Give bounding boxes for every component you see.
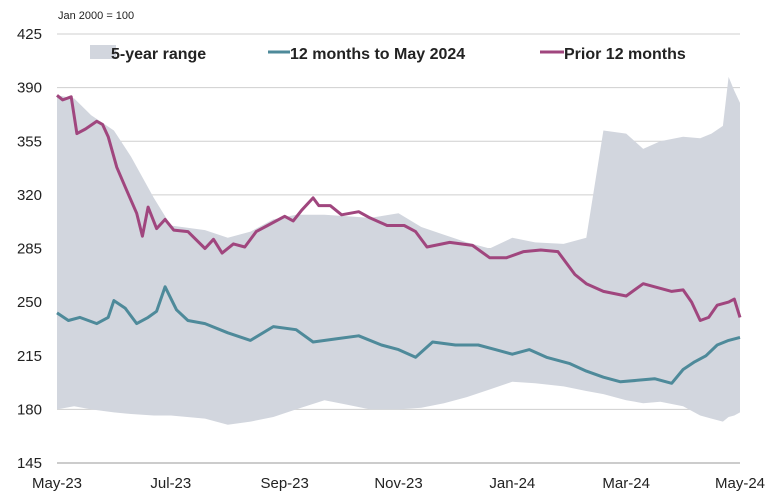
y-tick-label-145: 145 — [17, 455, 42, 472]
y-tick-label-390: 390 — [17, 80, 42, 97]
legend-swatch-range — [90, 45, 116, 59]
series-line-12-months-to-may-2024 — [56, 285, 741, 385]
range-area — [57, 76, 740, 425]
y-tick-label-355: 355 — [17, 133, 42, 150]
y-tick-label-425: 425 — [17, 26, 42, 43]
legend-label-range: 5-year range — [111, 46, 206, 63]
x-axis-labels: May-23 Jul-23 Sep-23 Nov-23 Jan-24 Mar-24 May-… — [32, 475, 765, 492]
x-tick-label-Jul-23: Jul-23 — [150, 475, 191, 492]
x-tick-label-May-23: May-23 — [32, 475, 82, 492]
y-tick-label-250: 250 — [17, 294, 42, 311]
legend: 5-year range 12 months to May 2024 Prior… — [90, 45, 686, 63]
x-tick-label-Sep-23: Sep-23 — [260, 475, 308, 492]
series-line-prior-12-months — [56, 94, 742, 322]
series-lines — [56, 94, 742, 385]
y-tick-label-285: 285 — [17, 241, 42, 258]
legend-label-current: 12 months to May 2024 — [290, 46, 465, 63]
y-tick-label-180: 180 — [17, 401, 42, 418]
legend-label-prior: Prior 12 months — [564, 46, 686, 63]
y-tick-label-215: 215 — [17, 348, 42, 365]
y-axis-labels: 145 180 215 250 285 320 355 390 425 — [17, 26, 42, 472]
y-tick-label-320: 320 — [17, 187, 42, 204]
x-tick-label-Mar-24: Mar-24 — [602, 475, 650, 492]
x-tick-label-Jan-24: Jan-24 — [489, 475, 535, 492]
x-tick-label-May-24: May-24 — [715, 475, 765, 492]
x-tick-label-Nov-23: Nov-23 — [374, 475, 422, 492]
unit-note: Jan 2000 = 100 — [58, 10, 134, 22]
